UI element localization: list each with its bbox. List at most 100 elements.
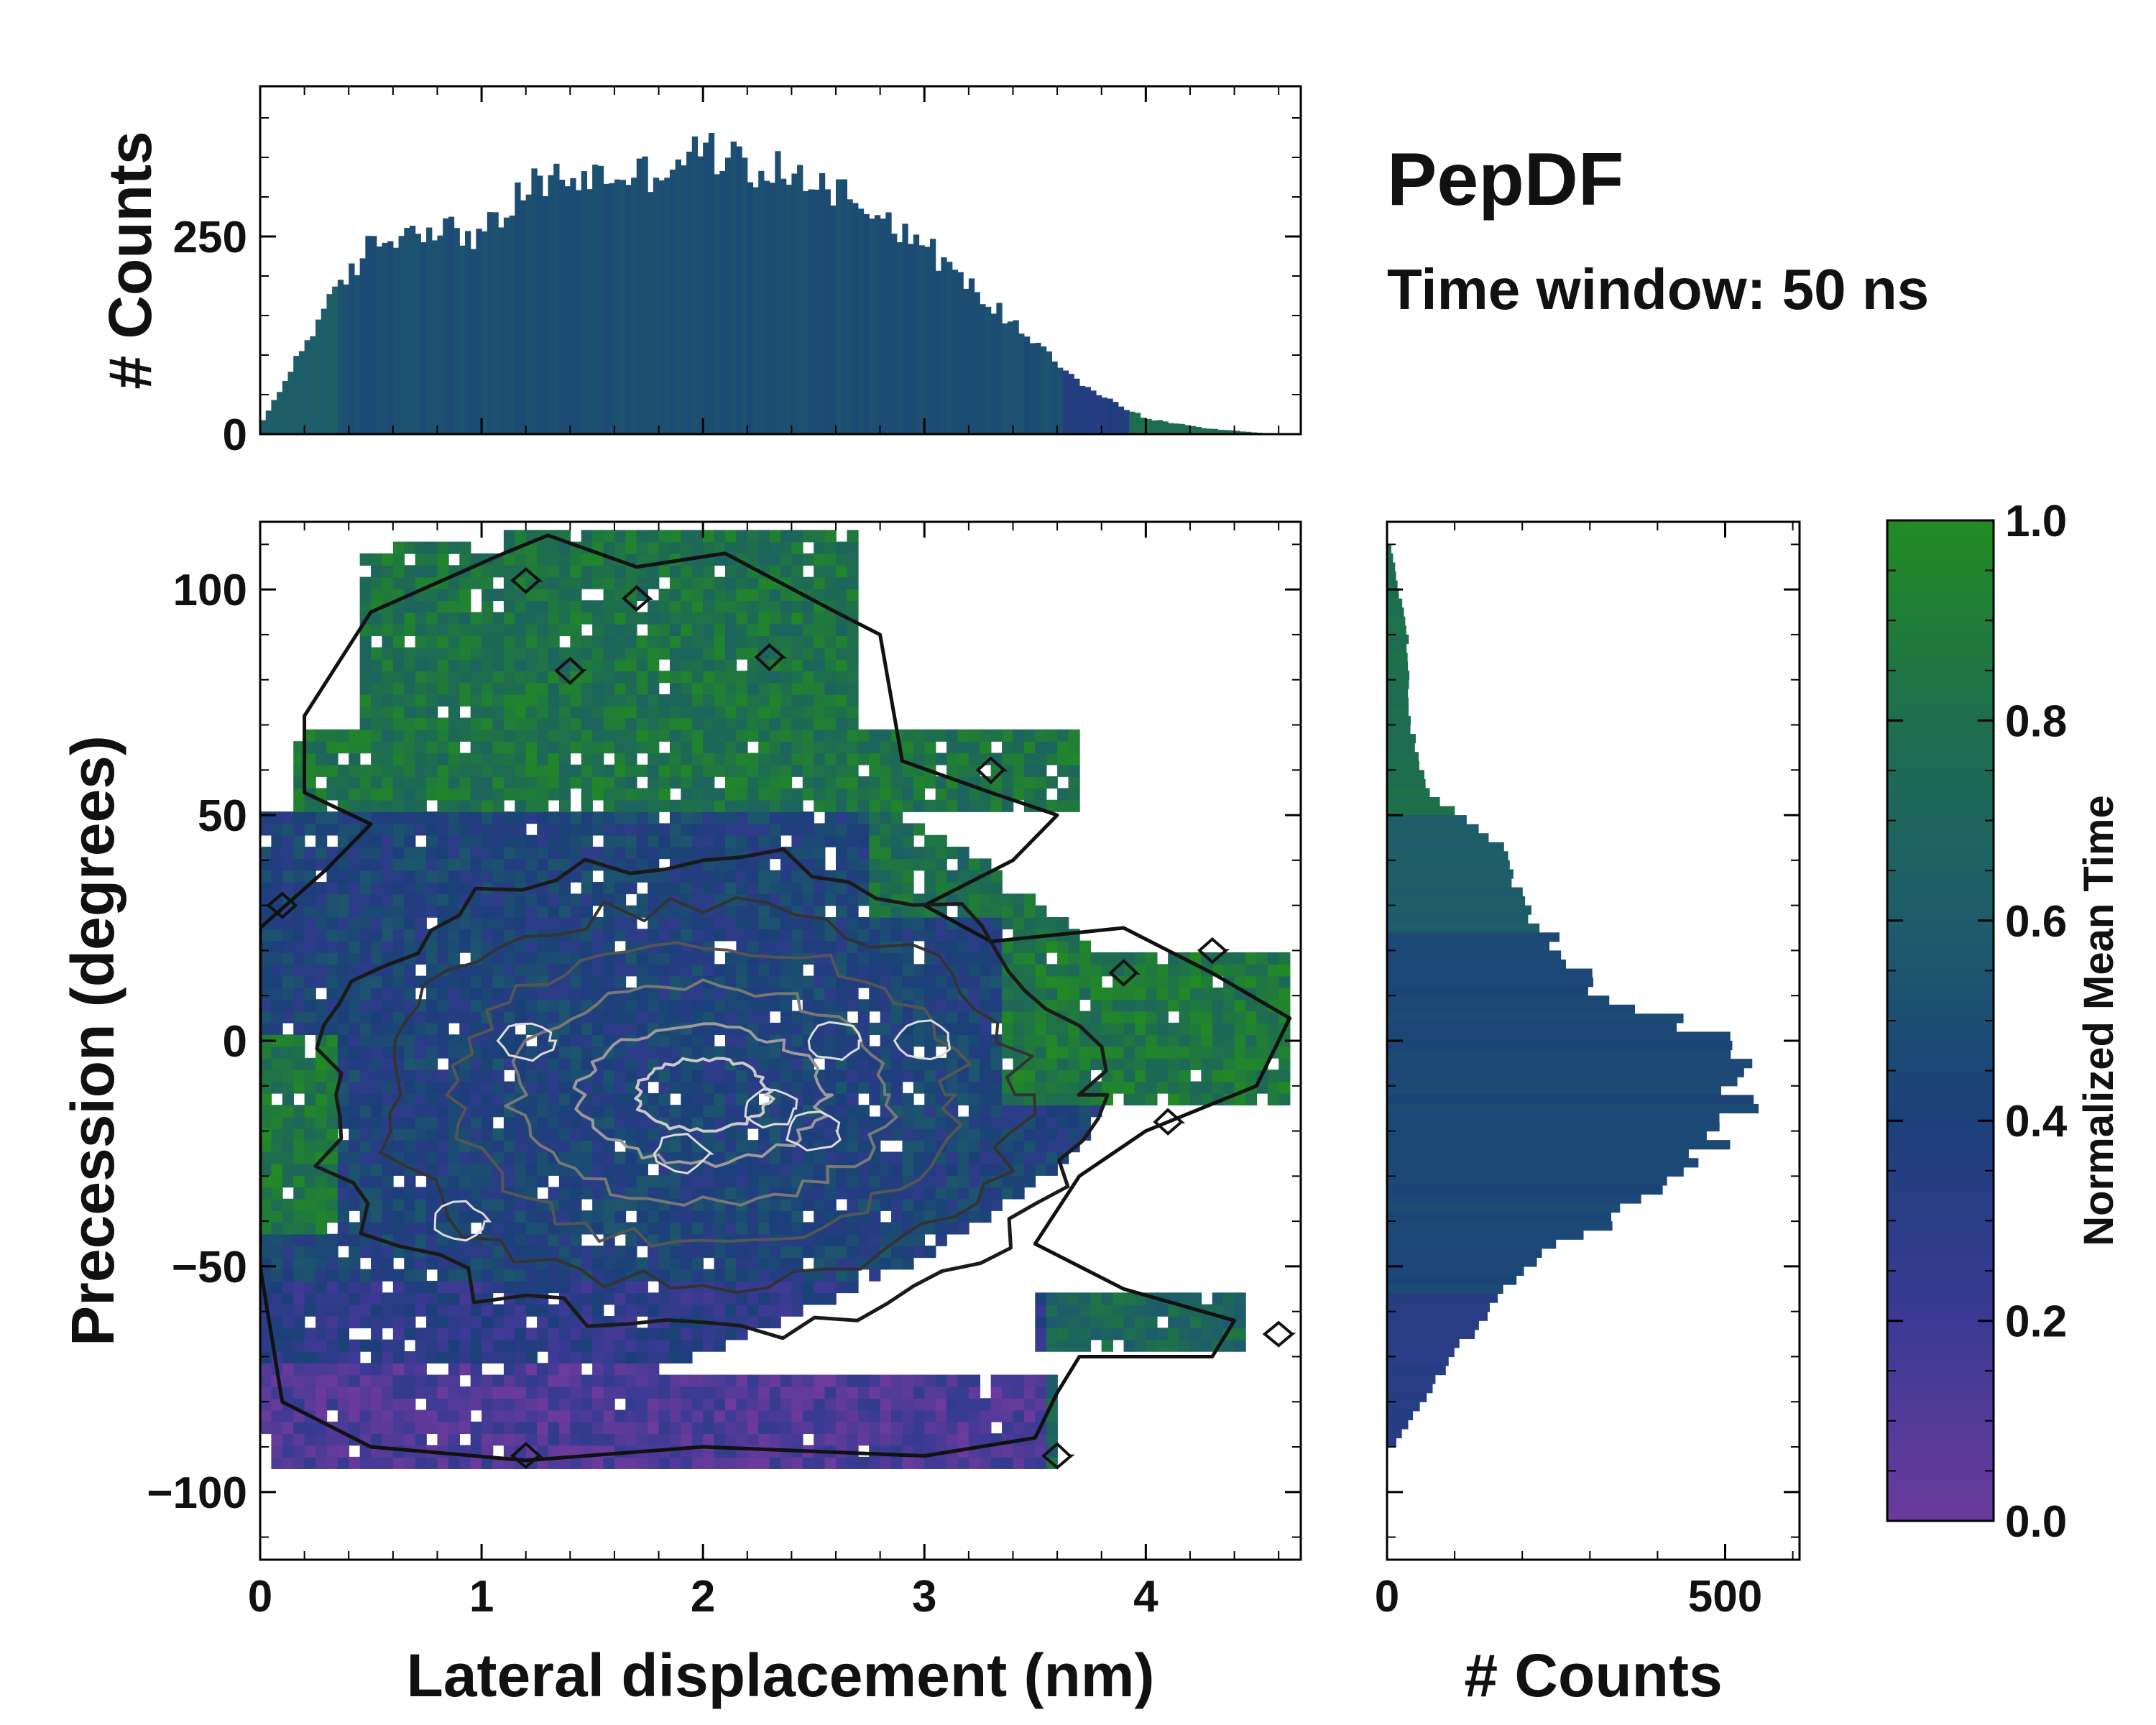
- heatmap-cell: [847, 1456, 859, 1469]
- heatmap-cell: [990, 1386, 1003, 1399]
- heatmap-cell: [924, 1070, 936, 1082]
- heatmap-cell: [404, 905, 416, 918]
- heatmap-cell: [448, 600, 461, 613]
- heatmap-cell: [525, 776, 538, 789]
- heatmap-cell: [437, 1257, 449, 1270]
- heatmap-cell: [968, 753, 981, 765]
- heatmap-cell: [780, 916, 793, 930]
- heatmap-cell: [691, 964, 704, 977]
- heatmap-cell: [415, 658, 427, 671]
- heatmap-cell: [392, 811, 405, 824]
- heatmap-cell: [448, 788, 461, 801]
- heatmap-cell: [581, 694, 593, 707]
- heatmap-cell: [426, 1046, 438, 1059]
- heatmap-cell: [592, 1374, 604, 1387]
- heatmap-cell: [392, 1386, 405, 1399]
- heatmap-cell: [1002, 741, 1014, 754]
- heatmap-cell: [636, 952, 648, 965]
- heatmap-cell: [769, 1386, 781, 1399]
- heatmap-cell: [592, 1175, 604, 1188]
- heatmap-cell: [1046, 1163, 1058, 1176]
- heatmap-cell: [603, 1198, 615, 1211]
- heatmap-cell: [326, 1433, 338, 1446]
- heatmap-cell: [603, 530, 615, 543]
- heatmap-cell: [537, 1433, 549, 1446]
- heatmap-cell: [880, 964, 892, 977]
- heatmap-cell: [437, 1175, 449, 1188]
- heatmap-cell: [758, 870, 770, 883]
- heatmap-cell: [304, 1398, 316, 1411]
- heatmap-cell: [935, 870, 947, 883]
- heatmap-cell: [669, 964, 682, 977]
- heatmap-cell: [371, 1151, 383, 1164]
- heatmap-cell: [426, 1092, 438, 1105]
- heatmap-cell: [459, 1151, 471, 1164]
- heatmap-cell: [592, 1222, 604, 1235]
- heatmap-cell: [492, 858, 505, 871]
- heatmap-cell: [814, 1233, 826, 1246]
- heatmap-cell: [714, 1116, 726, 1129]
- heatmap-cell: [724, 834, 737, 847]
- heatmap-cell: [880, 882, 892, 895]
- heatmap-cell: [1057, 1292, 1069, 1305]
- heatmap-cell: [326, 870, 338, 883]
- heatmap-cell: [459, 1163, 471, 1176]
- heatmap-cell: [437, 776, 449, 789]
- heatmap-cell: [780, 541, 793, 554]
- heatmap-cell: [570, 647, 582, 660]
- heatmap-cell: [758, 647, 770, 660]
- heatmap-cell: [293, 1456, 305, 1469]
- heatmap-cell: [581, 1210, 593, 1223]
- heatmap-cell: [315, 1269, 328, 1282]
- heatmap-cell: [548, 893, 560, 906]
- heatmap-cell: [836, 1421, 848, 1435]
- heatmap-cell: [658, 623, 671, 637]
- heatmap-cell: [869, 741, 881, 754]
- heatmap-cell: [836, 541, 848, 554]
- heatmap-cell: [537, 1398, 549, 1411]
- heatmap-cell: [1002, 1398, 1014, 1411]
- heatmap-cell: [415, 1409, 427, 1422]
- heatmap-cell: [625, 635, 637, 648]
- heatmap-cell: [758, 1374, 770, 1387]
- heatmap-cell: [691, 1116, 704, 1129]
- heatmap-cell: [592, 811, 604, 824]
- y-tick-label: 250: [173, 213, 247, 262]
- heatmap-cell: [814, 764, 826, 777]
- heatmap-cell: [558, 1456, 571, 1469]
- heatmap-cell: [359, 1081, 372, 1094]
- heatmap-cell: [282, 1421, 295, 1435]
- heatmap-cell: [747, 1081, 759, 1094]
- heatmap-cell: [625, 776, 637, 789]
- heatmap-cell: [349, 1081, 361, 1094]
- heatmap-cell: [515, 1163, 527, 1176]
- heatmap-cell: [669, 882, 682, 895]
- heatmap-cell: [426, 870, 438, 883]
- heatmap-cell: [359, 1092, 372, 1105]
- heatmap-cell: [392, 576, 405, 589]
- heatmap-cell: [359, 671, 372, 684]
- heatmap-cell: [957, 1198, 969, 1211]
- heatmap-cell: [304, 1198, 316, 1211]
- heatmap-cell: [382, 905, 394, 918]
- heatmap-cell: [681, 1116, 693, 1129]
- heatmap-cell: [836, 553, 848, 566]
- heatmap-cell: [758, 1128, 770, 1141]
- heatmap-cell: [758, 1140, 770, 1153]
- heatmap-cell: [902, 1374, 914, 1387]
- heatmap-cell: [382, 1257, 394, 1270]
- heatmap-cell: [371, 1105, 383, 1118]
- heatmap-cell: [415, 823, 427, 836]
- heatmap-cell: [537, 1374, 549, 1387]
- heatmap-cell: [260, 1187, 272, 1200]
- heatmap-cell: [681, 753, 693, 765]
- heatmap-cell: [814, 1421, 826, 1435]
- heatmap-cell: [946, 1163, 959, 1176]
- heatmap-cell: [758, 1456, 770, 1469]
- heatmap-cell: [703, 1292, 715, 1305]
- heatmap-cell: [869, 1175, 881, 1188]
- heatmap-cell: [891, 1070, 903, 1082]
- heatmap-cell: [736, 671, 748, 684]
- heatmap-cell: [669, 658, 682, 671]
- heatmap-cell: [780, 1281, 793, 1294]
